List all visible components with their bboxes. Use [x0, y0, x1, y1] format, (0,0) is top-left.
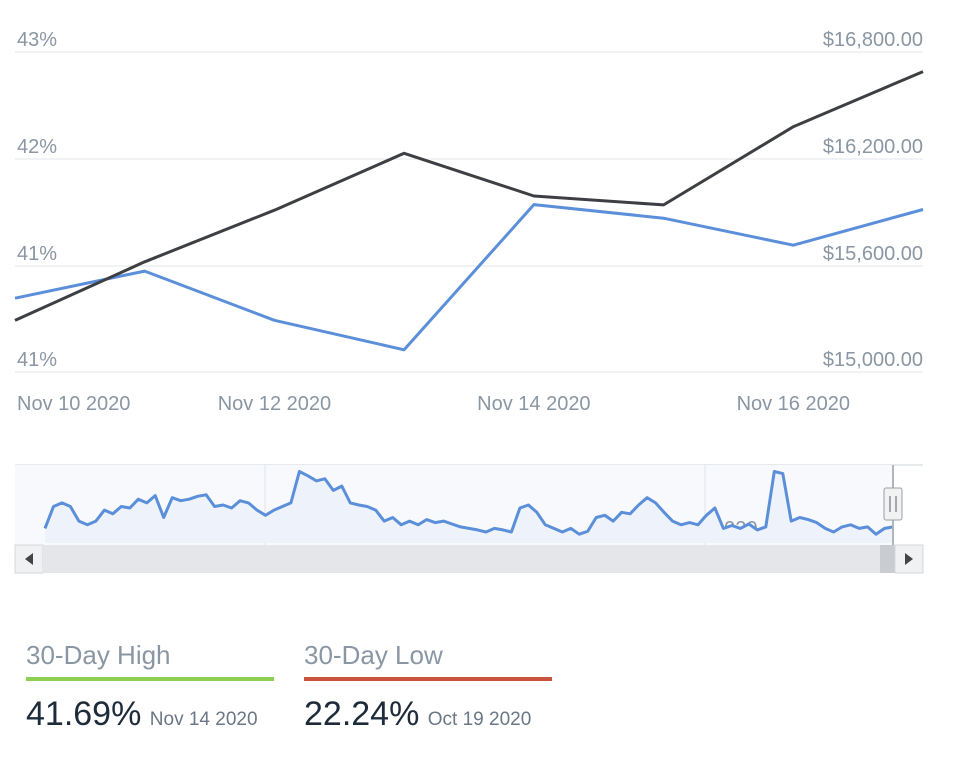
right-tick-label: $15,600.00 [823, 243, 923, 265]
left-tick-label: 43% [17, 29, 57, 51]
stat-30-day-high: 30-Day High 41.69% Nov 14 2020 [26, 640, 274, 734]
stat-low-row: 22.24% Oct 19 2020 [304, 695, 552, 734]
gridlines [15, 51, 923, 373]
scroll-left-arrow-icon [25, 553, 33, 565]
stat-high-title: 30-Day High [26, 640, 274, 681]
left-axis: 43% 42% 41% 41% [17, 29, 57, 371]
navigator-handle[interactable] [883, 487, 903, 521]
navigator-line [43, 470, 894, 536]
series-line-price [14, 70, 924, 322]
stat-high-value: 41.69% [26, 695, 142, 733]
left-tick-label: 42% [17, 136, 57, 158]
scroll-right-arrow-icon [905, 553, 913, 565]
right-tick-label: $16,200.00 [823, 136, 923, 158]
left-tick-label: 41% [17, 349, 57, 371]
right-tick-label: $16,800.00 [823, 29, 923, 51]
chart-area: 43% 42% 41% 41% $16,800.00 $16,200.00 $15,600… [14, 29, 924, 574]
stats-panel: 30-Day High 41.69% Nov 14 2020 30-Day Lo… [26, 640, 552, 734]
stat-30-day-low: 30-Day Low 22.24% Oct 19 2020 [304, 640, 552, 734]
right-axis: $16,800.00 $16,200.00 $15,600.00 $15,000.00 [823, 29, 923, 371]
x-tick-label: Nov 12 2020 [218, 393, 331, 415]
x-tick-label: Nov 14 2020 [477, 393, 590, 415]
right-tick-label: $15,000.00 [823, 349, 923, 371]
scroll-right-button[interactable] [894, 544, 924, 574]
x-tick-label: Nov 10 2020 [17, 393, 130, 415]
stat-low-value: 22.24% [304, 695, 420, 733]
stat-high-row: 41.69% Nov 14 2020 [26, 695, 274, 734]
left-tick-label: 41% [17, 243, 57, 265]
series-layer [14, 70, 924, 352]
navigator[interactable]: 20182020 [15, 464, 923, 545]
scrollbar-thumb-end[interactable] [880, 545, 895, 573]
scrollbar[interactable] [14, 544, 924, 574]
stat-low-date: Oct 19 2020 [427, 709, 532, 730]
scrollbar-thumb[interactable] [43, 545, 880, 573]
stat-low-title: 30-Day Low [304, 640, 552, 681]
x-tick-label: Nov 16 2020 [737, 393, 850, 415]
x-axis: Nov 10 2020 Nov 12 2020 Nov 14 2020 Nov 16 … [17, 393, 850, 415]
stat-high-date: Nov 14 2020 [149, 709, 258, 730]
series-line-percent [14, 203, 924, 352]
